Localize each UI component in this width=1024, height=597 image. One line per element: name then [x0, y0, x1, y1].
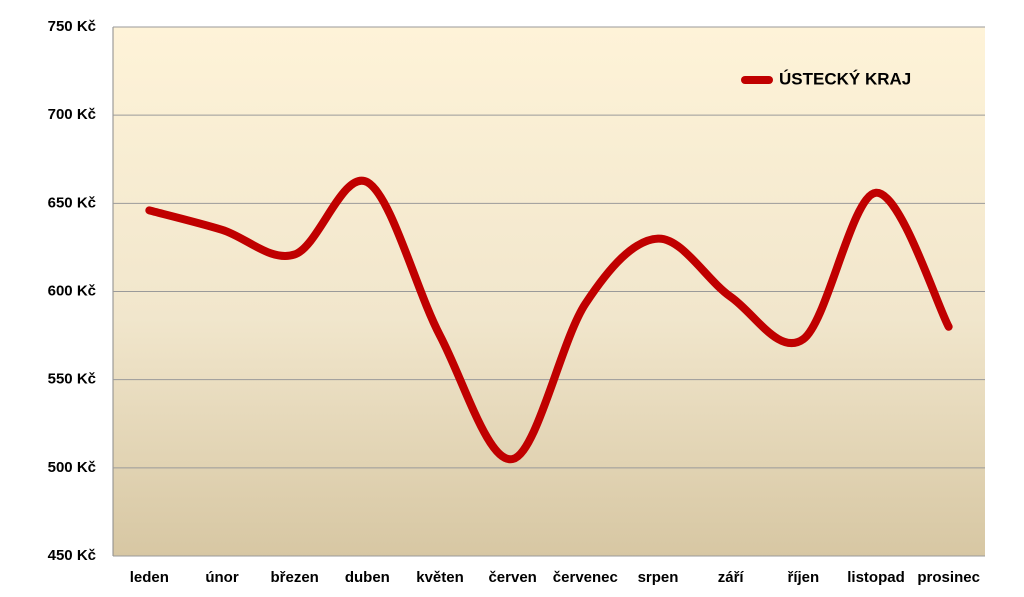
legend-label: ÚSTECKÝ KRAJ	[779, 69, 911, 88]
y-tick-label: 500 Kč	[48, 459, 96, 476]
series-line	[145, 176, 953, 464]
y-tick-label: 600 Kč	[48, 282, 96, 299]
x-tick-label: listopad	[847, 569, 905, 586]
y-tick-label: 750 Kč	[48, 18, 96, 35]
y-tick-label: 450 Kč	[48, 547, 96, 564]
x-tick-label: srpen	[638, 569, 679, 586]
x-tick-label: červen	[488, 569, 536, 586]
x-tick-label: prosinec	[917, 569, 980, 586]
x-tick-label: leden	[130, 569, 169, 586]
y-tick-label: 650 Kč	[48, 194, 96, 211]
x-tick-label: duben	[345, 569, 390, 586]
y-tick-label: 700 Kč	[48, 106, 96, 123]
x-tick-label: květen	[416, 569, 464, 586]
x-tick-label: červenec	[553, 569, 618, 586]
x-tick-label: březen	[270, 569, 318, 586]
x-tick-label: říjen	[787, 569, 819, 586]
y-tick-label: 550 Kč	[48, 371, 96, 388]
x-tick-label: září	[718, 569, 745, 586]
x-tick-label: únor	[205, 569, 238, 586]
